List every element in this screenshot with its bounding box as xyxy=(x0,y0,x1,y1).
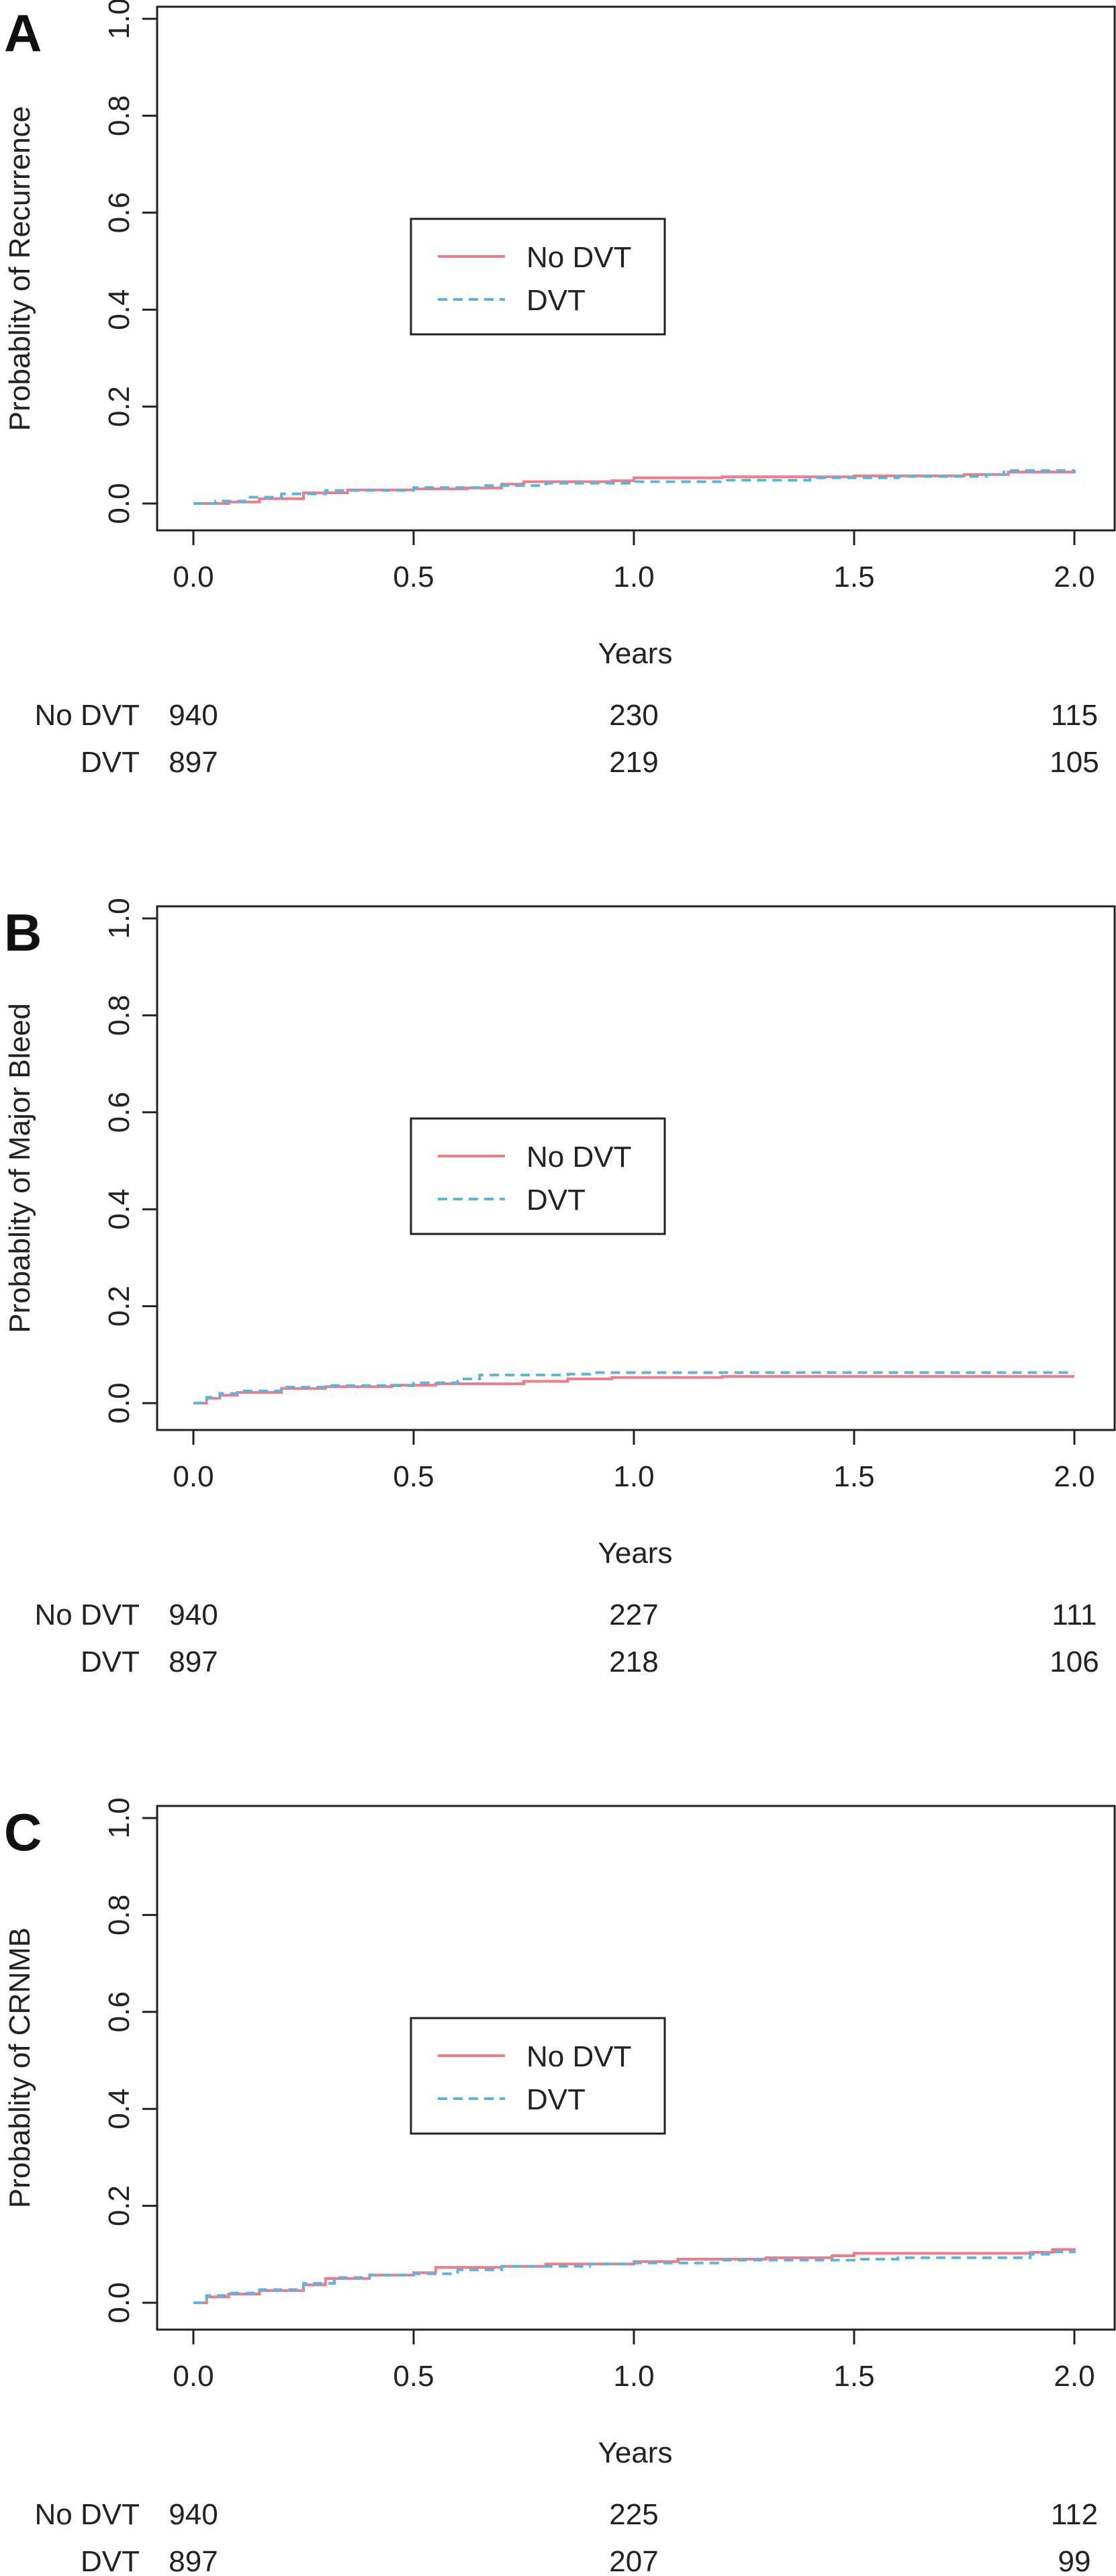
y-tick-label: 0.0 xyxy=(103,483,136,524)
at-risk-value: 115 xyxy=(1051,699,1098,732)
legend-label-dvt: DVT xyxy=(526,1184,586,1217)
chart-panel-a: A 0.0 0.2 0.4 0.6 0.8 1.0 Probablity of Recurre… xyxy=(3,0,1116,779)
y-tick-label: 0.2 xyxy=(103,1286,136,1327)
at-risk-value: 897 xyxy=(169,2545,218,2576)
at-risk-value: 940 xyxy=(169,699,218,732)
at-risk-value: 940 xyxy=(169,2498,218,2531)
y-tick-label: 1.0 xyxy=(103,898,136,939)
legend-label-no-dvt: No DVT xyxy=(526,2040,631,2073)
at-risk-value: 111 xyxy=(1052,1599,1097,1631)
at-risk-row-label: DVT xyxy=(81,1645,140,1678)
at-risk-value: 207 xyxy=(609,2545,658,2576)
legend-box xyxy=(410,2017,666,2135)
legend: No DVT DVT xyxy=(410,2017,666,2135)
at-risk-value: 105 xyxy=(1050,746,1099,779)
x-tick-label: 2.0 xyxy=(1054,561,1095,593)
x-tick-label: 1.5 xyxy=(833,561,874,593)
series-line-no-dvt xyxy=(193,470,1076,505)
x-tick-label: 2.0 xyxy=(1054,2360,1095,2393)
panel-label: A xyxy=(4,3,42,62)
y-axis-title: Probablity of Major Bleed xyxy=(3,1003,36,1333)
at-risk-value: 227 xyxy=(609,1599,658,1631)
at-risk-table: No DVT 940 225 112 DVT 897 207 99 xyxy=(35,2498,1099,2576)
y-tick-label: 0.0 xyxy=(103,1382,136,1423)
series-line-dvt xyxy=(193,2250,1076,2304)
x-tick-label: 0.0 xyxy=(173,1460,214,1493)
x-tick-label: 0.0 xyxy=(173,561,214,593)
series-line-dvt xyxy=(193,469,1076,505)
legend-box xyxy=(410,218,666,336)
panel-label: B xyxy=(4,903,42,962)
x-tick-label: 1.5 xyxy=(833,1460,874,1493)
at-risk-table: No DVT 940 227 111 DVT 897 218 106 xyxy=(35,1599,1099,1678)
chart-panel-c: C 0.0 0.2 0.4 0.6 0.8 1.0 Probablity of CRNMB 0.… xyxy=(3,1797,1116,2576)
at-risk-row-label: No DVT xyxy=(35,2498,140,2531)
y-axis-title: Probablity of Recurrence xyxy=(3,106,36,431)
at-risk-table: No DVT 940 230 115 DVT 897 219 105 xyxy=(35,699,1099,779)
at-risk-row-label: No DVT xyxy=(35,699,140,732)
x-tick-label: 1.5 xyxy=(833,2360,874,2393)
at-risk-value: 106 xyxy=(1050,1645,1099,1678)
y-tick-label: 0.8 xyxy=(103,995,136,1036)
legend-label-no-dvt: No DVT xyxy=(526,1141,631,1174)
at-risk-value: 897 xyxy=(169,1645,218,1678)
at-risk-value: 940 xyxy=(169,1599,218,1631)
legend: No DVT DVT xyxy=(410,1117,666,1235)
at-risk-value: 225 xyxy=(609,2498,658,2531)
y-tick-label: 0.2 xyxy=(103,2185,136,2226)
x-tick-label: 1.0 xyxy=(613,561,654,593)
x-axis-title: Years xyxy=(598,2436,673,2469)
at-risk-row-label: DVT xyxy=(81,746,140,779)
legend-label-dvt: DVT xyxy=(526,284,586,317)
x-axis-title: Years xyxy=(598,637,673,670)
at-risk-value: 230 xyxy=(609,699,658,732)
plot-frame xyxy=(156,1805,1116,2331)
y-tick-label: 0.4 xyxy=(103,2089,136,2130)
y-tick-label: 0.4 xyxy=(103,289,136,330)
y-tick-label: 1.0 xyxy=(103,1797,136,1838)
at-risk-value: 218 xyxy=(609,1645,658,1678)
y-tick-label: 0.6 xyxy=(103,1991,136,2032)
y-tick-label: 0.4 xyxy=(103,1189,136,1230)
y-tick-label: 0.6 xyxy=(103,1092,136,1133)
at-risk-value: 99 xyxy=(1058,2545,1091,2576)
y-axis-title: Probablity of CRNMB xyxy=(3,1927,36,2208)
x-tick-label: 0.0 xyxy=(173,2360,214,2393)
y-tick-label: 1.0 xyxy=(103,0,136,40)
x-tick-label: 0.5 xyxy=(393,561,434,593)
series-line-no-dvt xyxy=(193,1375,1074,1404)
y-tick-label: 0.8 xyxy=(103,1895,136,1936)
x-tick-label: 1.0 xyxy=(613,2360,654,2393)
x-axis-title: Years xyxy=(598,1537,673,1570)
y-tick-label: 0.0 xyxy=(103,2282,136,2323)
plot-frame xyxy=(156,5,1116,532)
x-tick-label: 0.5 xyxy=(393,1460,434,1493)
at-risk-value: 112 xyxy=(1051,2498,1098,2531)
at-risk-value: 897 xyxy=(169,746,218,779)
y-tick-label: 0.6 xyxy=(103,192,136,233)
x-tick-label: 0.5 xyxy=(393,2360,434,2393)
legend-label-dvt: DVT xyxy=(526,2083,586,2116)
y-tick-label: 0.2 xyxy=(103,386,136,427)
x-tick-label: 1.0 xyxy=(613,1460,654,1493)
at-risk-row-label: DVT xyxy=(81,2545,140,2576)
x-tick-label: 2.0 xyxy=(1054,1460,1095,1493)
y-tick-label: 0.8 xyxy=(103,95,136,136)
legend-label-no-dvt: No DVT xyxy=(526,241,631,274)
series-line-dvt xyxy=(193,1371,1074,1404)
chart-panel-b: B 0.0 0.2 0.4 0.6 0.8 1.0 Probablity of Major B… xyxy=(3,898,1116,1678)
at-risk-row-label: No DVT xyxy=(35,1599,140,1631)
panel-label: C xyxy=(4,1803,42,1862)
at-risk-value: 219 xyxy=(609,746,658,779)
plot-frame xyxy=(156,905,1116,1431)
legend: No DVT DVT xyxy=(410,218,666,336)
legend-box xyxy=(410,1117,666,1235)
